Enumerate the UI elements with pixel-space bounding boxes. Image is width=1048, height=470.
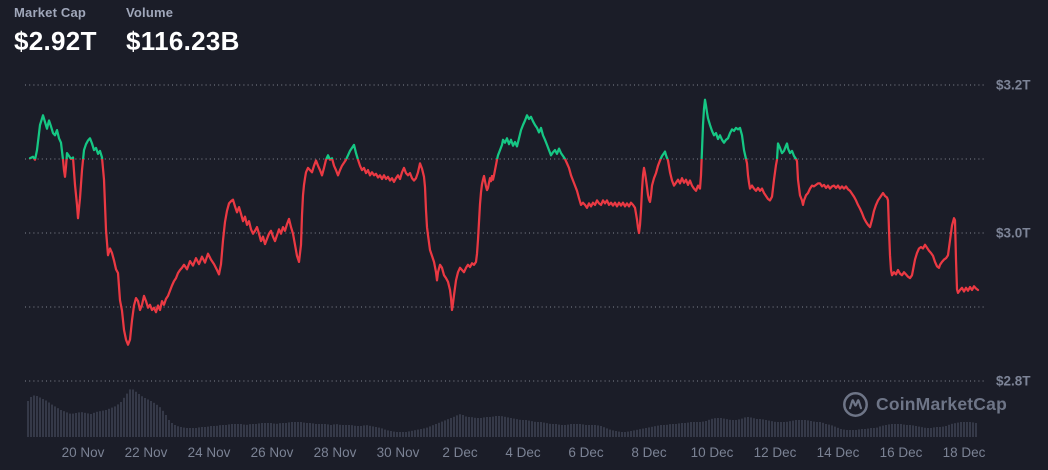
svg-text:2 Dec: 2 Dec (442, 445, 478, 460)
svg-text:$3.0T: $3.0T (996, 226, 1031, 241)
svg-text:22 Nov: 22 Nov (125, 445, 168, 460)
market-cap-price-line (28, 98, 980, 346)
svg-text:$2.8T: $2.8T (996, 374, 1031, 389)
svg-text:8 Dec: 8 Dec (631, 445, 667, 460)
svg-text:4 Dec: 4 Dec (505, 445, 541, 460)
market-cap-label: Market Cap (14, 5, 87, 20)
svg-text:$3.2T: $3.2T (996, 78, 1031, 93)
market-cap-stat: Market Cap $2.92T (14, 5, 104, 57)
coinmarketcap-watermark: CoinMarketCap (842, 391, 1007, 418)
svg-text:6 Dec: 6 Dec (568, 445, 604, 460)
svg-text:12 Dec: 12 Dec (754, 445, 797, 460)
svg-text:26 Nov: 26 Nov (251, 445, 294, 460)
svg-text:24 Nov: 24 Nov (188, 445, 231, 460)
svg-text:20 Nov: 20 Nov (62, 445, 105, 460)
market-cap-value: $2.92T (14, 26, 97, 56)
gridlines (25, 84, 985, 382)
svg-text:30 Nov: 30 Nov (377, 445, 420, 460)
watermark-text: CoinMarketCap (876, 394, 1007, 414)
volume-label: Volume (126, 5, 174, 20)
volume-stat: Volume $116.23B (126, 5, 240, 57)
volume-value: $116.23B (126, 26, 240, 56)
svg-text:28 Nov: 28 Nov (314, 445, 357, 460)
price-line-above-baseline (28, 98, 798, 159)
header-stats: Market Cap $2.92T Volume $116.23B (14, 5, 240, 57)
price-line-below-baseline (29, 159, 980, 346)
svg-text:16 Dec: 16 Dec (880, 445, 923, 460)
coinmarketcap-logo-icon (843, 392, 868, 417)
y-axis-labels: $3.2T $3.0T $2.8T (996, 78, 1031, 389)
svg-text:10 Dec: 10 Dec (691, 445, 734, 460)
x-axis-labels: 20 Nov 22 Nov 24 Nov 26 Nov 28 Nov 30 Nov 2 De… (62, 445, 986, 460)
svg-text:18 Dec: 18 Dec (943, 445, 986, 460)
volume-bars (27, 389, 977, 437)
svg-text:14 Dec: 14 Dec (817, 445, 860, 460)
